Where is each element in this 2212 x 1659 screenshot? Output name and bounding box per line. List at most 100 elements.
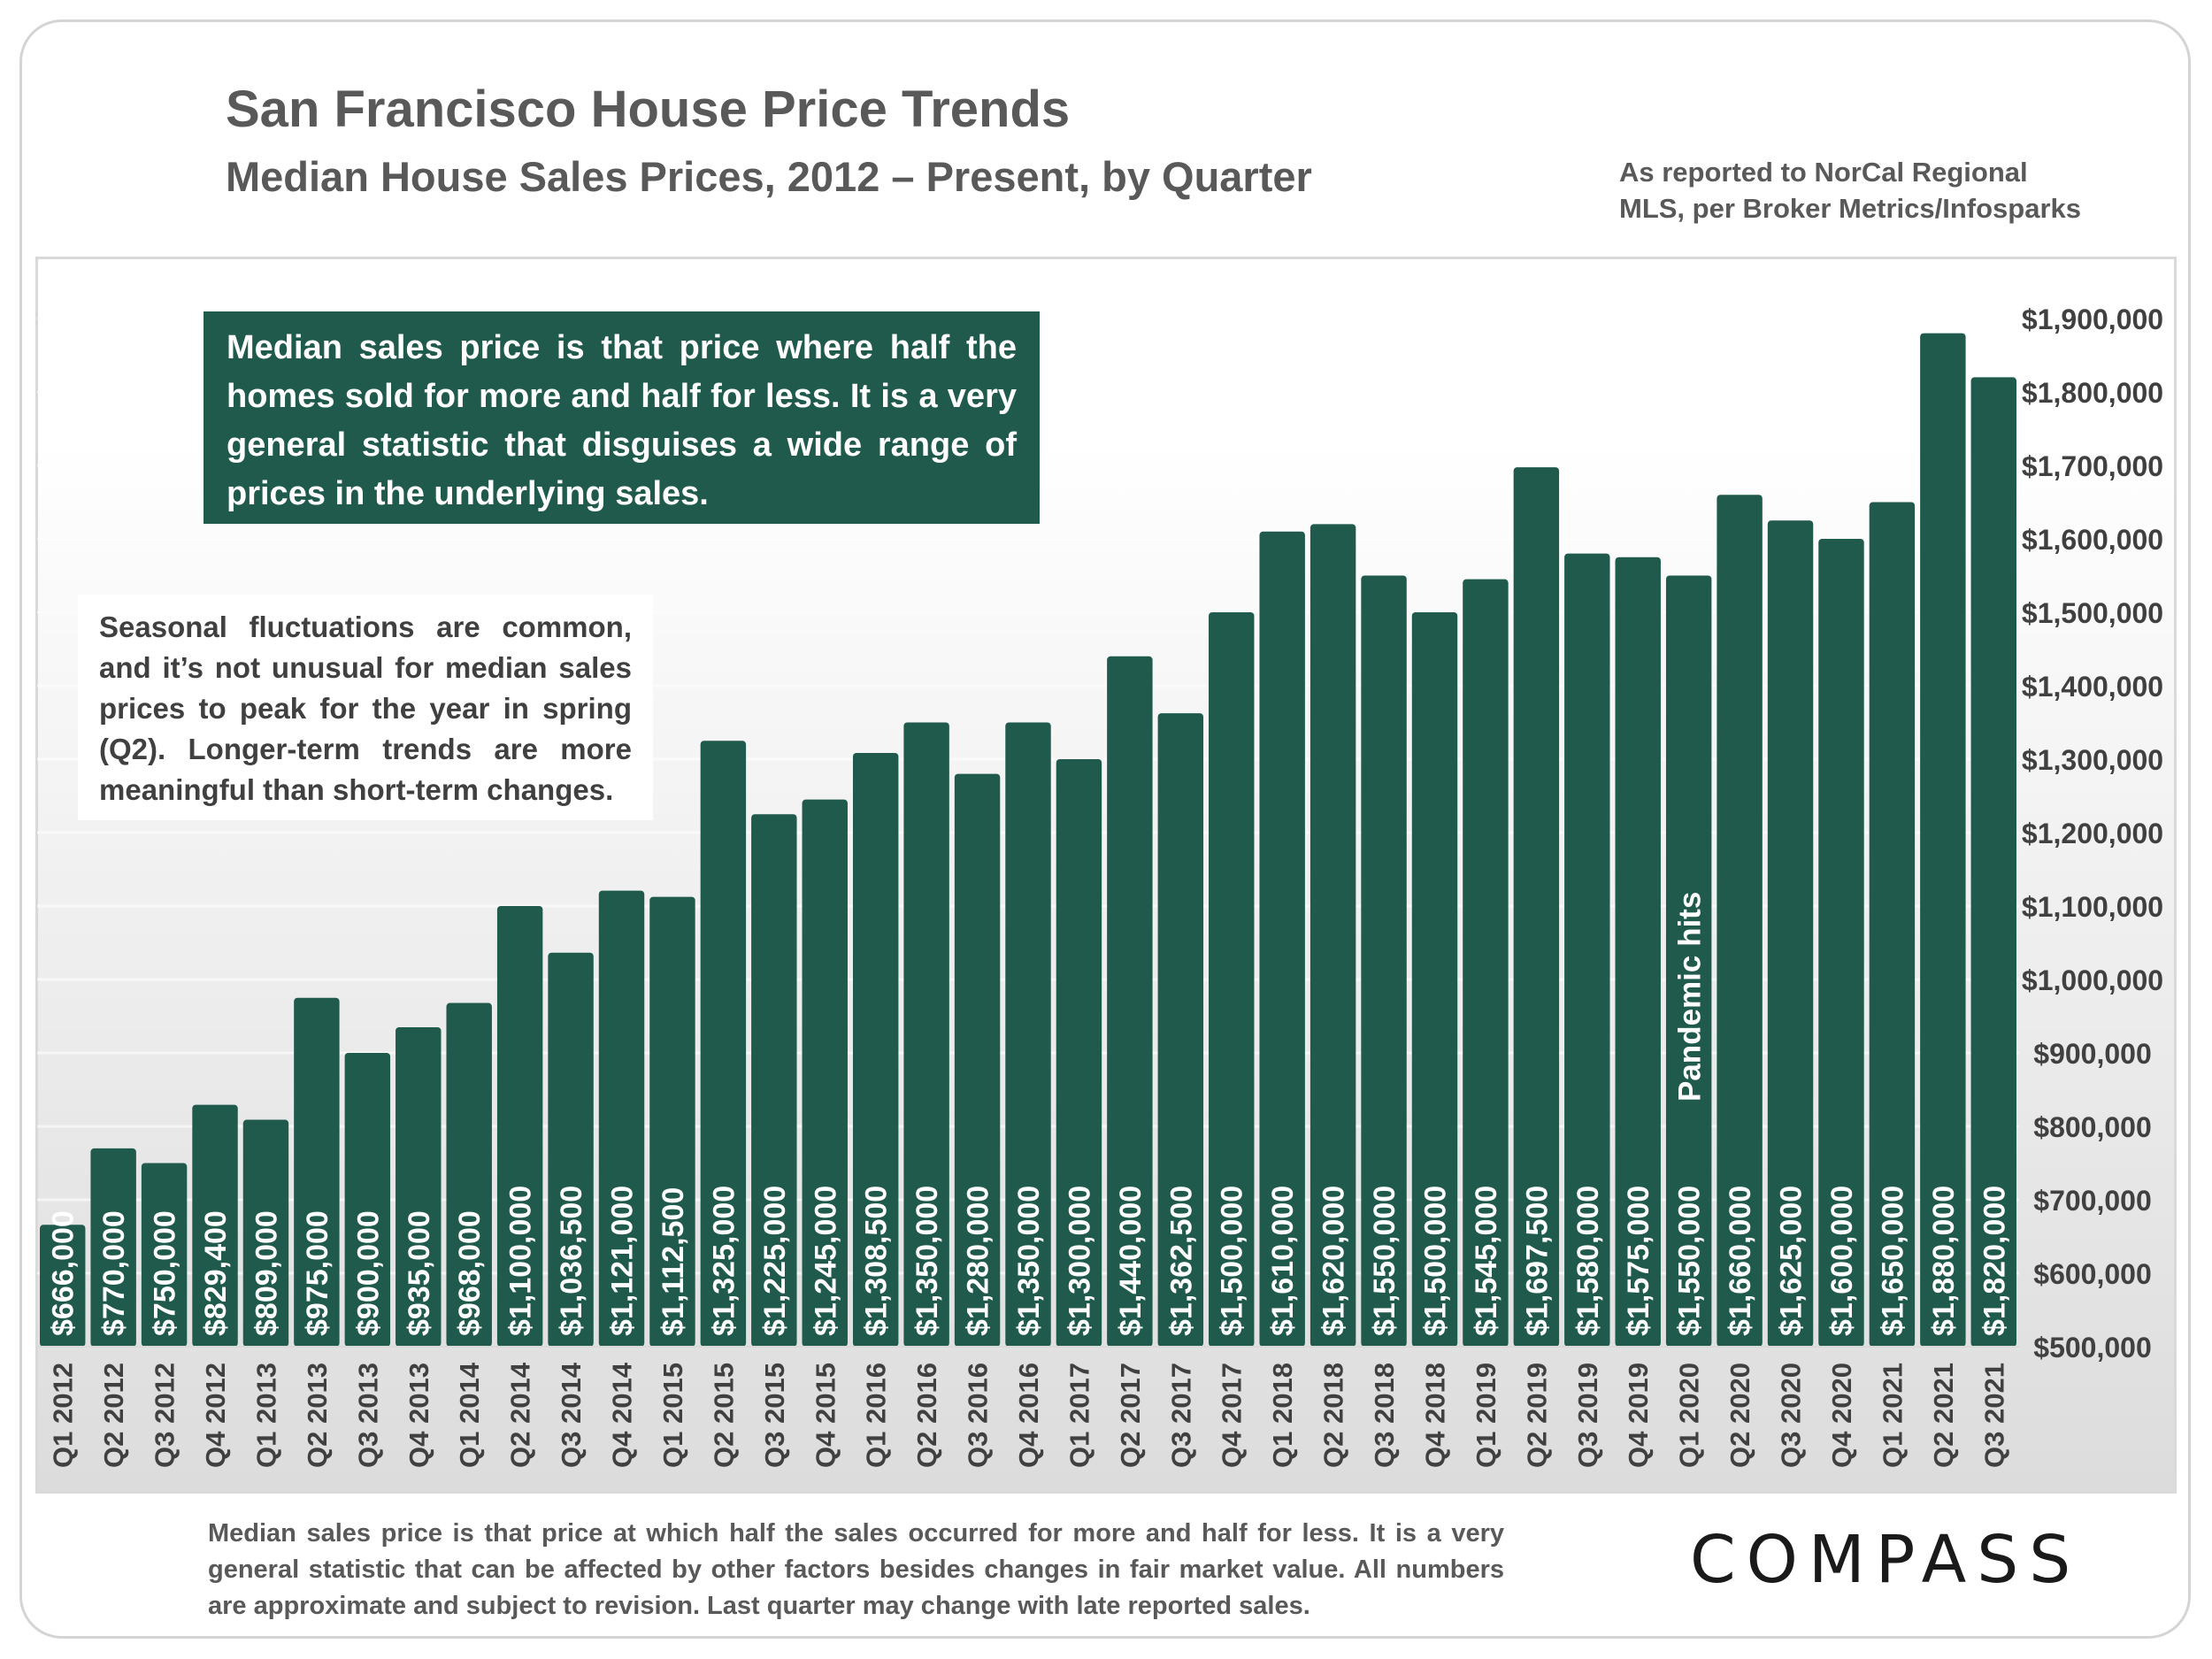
bar-value-label: $1,121,000 [606,1186,640,1336]
bar-value-label: $1,245,000 [809,1186,842,1336]
x-tick-label: Q3 2021 [1978,1363,2009,1468]
x-tick-label: Q4 2016 [1013,1363,1044,1468]
x-tick-label: Q4 2020 [1826,1363,1857,1468]
bar [1107,656,1153,1347]
bar [1209,612,1255,1347]
x-tick-label: Q3 2012 [150,1363,180,1468]
x-tick-label: Q2 2020 [1724,1363,1755,1468]
bar-value-label: $1,325,000 [707,1186,741,1336]
x-tick-label: Q2 2016 [911,1363,942,1468]
x-tick-label: Q1 2017 [1064,1363,1094,1468]
y-tick-label: $900,000 [2033,1038,2151,1070]
bar-value-label: $1,880,000 [1927,1186,1961,1336]
bar [852,752,899,1347]
bar-value-label: $1,660,000 [1724,1186,1757,1336]
y-tick-label: $1,000,000 [2022,964,2163,996]
bar-value-label: $829,400 [199,1210,233,1336]
bar-value-label: $1,580,000 [1571,1186,1605,1336]
x-tick-label: Q1 2013 [250,1363,281,1468]
x-tick-label: Q3 2015 [759,1363,790,1468]
bar [90,1148,136,1347]
y-tick-label: $600,000 [2033,1258,2151,1290]
bar [1920,333,1966,1348]
bar-value-label: $1,308,500 [860,1186,894,1336]
bar-value-label: $750,000 [149,1210,182,1336]
bar-value-label: $935,000 [403,1210,436,1336]
source-line-1: As reported to NorCal Regional [1619,157,2028,188]
bar [1361,575,1407,1347]
bar [1259,531,1305,1347]
bar-value-label: $1,036,500 [555,1186,588,1336]
bar-value-label: $1,362,500 [1164,1186,1198,1336]
seasonal-note-box: Seasonal fluctuations are common, and it… [78,595,653,820]
y-tick-label: $1,400,000 [2022,671,2163,703]
chart-title: San Francisco House Price Trends [226,81,1071,138]
bar [954,773,1001,1347]
y-tick-label: $700,000 [2033,1185,2151,1217]
bar [141,1163,188,1347]
bar-value-label: $1,225,000 [758,1186,792,1336]
bar-value-label: $1,440,000 [1114,1186,1148,1336]
bar [751,814,797,1347]
bar-value-label: $975,000 [301,1210,334,1336]
bar-value-label: $809,000 [250,1210,283,1336]
bar-value-label: $1,820,000 [1978,1186,2011,1336]
bar-value-label: $1,625,000 [1775,1186,1809,1336]
bar [1056,759,1102,1347]
y-tick-label: $1,600,000 [2022,524,2163,556]
y-tick-label: $1,700,000 [2022,450,2163,482]
bar [1310,524,1356,1347]
y-tick-label: $1,800,000 [2022,377,2163,409]
bar-value-label: $1,500,000 [1216,1186,1249,1336]
x-tick-label: Q1 2021 [1877,1363,1908,1468]
footnote: Median sales price is that price at whic… [208,1519,1504,1620]
bar [1463,579,1509,1347]
x-tick-label: Q2 2014 [505,1362,536,1468]
bar [1513,467,1560,1347]
bar-value-label: $1,112,500 [657,1187,690,1336]
bar-value-label: $1,600,000 [1825,1186,1859,1336]
chart-subtitle: Median House Sales Prices, 2012 – Presen… [226,153,1312,200]
bar [548,952,594,1347]
y-tick-label: $1,300,000 [2022,744,2163,776]
x-tick-label: Q1 2019 [1471,1363,1502,1468]
x-tick-label: Q3 2016 [963,1363,994,1468]
y-tick-label: $1,200,000 [2022,818,2163,849]
x-tick-label: Q1 2014 [454,1362,485,1468]
bar [1717,495,1763,1347]
bar [1157,713,1204,1347]
x-tick-label: Q2 2018 [1318,1363,1349,1468]
x-tick-label: Q4 2018 [1419,1363,1450,1468]
bar-value-label: $1,620,000 [1317,1186,1351,1336]
x-tick-label: Q3 2020 [1776,1363,1807,1468]
x-tick-label: Q3 2017 [1165,1363,1196,1468]
x-tick-label: Q4 2019 [1623,1363,1654,1468]
bar [1615,557,1661,1347]
y-tick-label: $500,000 [2033,1332,2151,1363]
x-tick-label: Q2 2021 [1928,1363,1959,1468]
x-tick-label: Q2 2012 [98,1363,129,1468]
x-tick-label: Q2 2019 [1521,1363,1552,1468]
bar [496,906,543,1347]
bar-value-label: $1,550,000 [1368,1186,1402,1336]
bar-value-label: $1,697,500 [1520,1186,1554,1336]
bar [903,722,949,1347]
x-tick-label: Q3 2018 [1369,1363,1400,1468]
bar [40,1225,86,1347]
bar [1411,612,1458,1347]
bar [700,741,747,1347]
bar [802,799,848,1347]
x-tick-label: Q1 2015 [657,1363,688,1468]
bar-value-label: $1,350,000 [910,1186,944,1336]
x-tick-label: Q3 2019 [1572,1363,1603,1468]
bar-value-label: $1,280,000 [962,1186,995,1336]
bar [598,890,645,1347]
bar-value-label: $1,650,000 [1876,1186,1909,1336]
bar-value-label: $1,610,000 [1266,1186,1300,1336]
x-tick-label: Q3 2013 [352,1363,383,1468]
y-tick-label: $1,500,000 [2022,597,2163,629]
bar-value-label: $1,100,000 [504,1186,538,1336]
median-explanation-box: Median sales price is that price where h… [204,311,1040,524]
bar-value-label: $1,300,000 [1063,1186,1096,1336]
